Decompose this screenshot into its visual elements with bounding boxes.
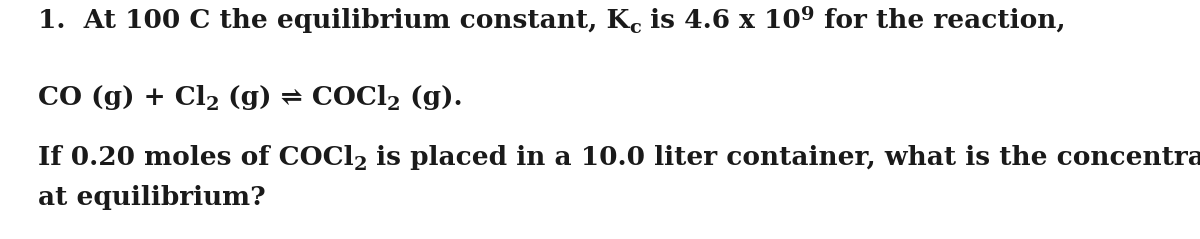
- Text: is placed in a 10.0 liter container, what is the concentration of all species: is placed in a 10.0 liter container, wha…: [367, 145, 1200, 170]
- Text: for the reaction,: for the reaction,: [815, 8, 1066, 33]
- Text: 9: 9: [802, 6, 815, 24]
- Text: 2: 2: [388, 96, 401, 114]
- Text: (g).: (g).: [401, 85, 462, 110]
- Text: If 0.20 moles of COCl: If 0.20 moles of COCl: [38, 145, 354, 170]
- Text: is 4.6 x 10: is 4.6 x 10: [641, 8, 802, 33]
- Text: CO (g) + Cl: CO (g) + Cl: [38, 85, 205, 110]
- Text: (g) ⇌ COCl: (g) ⇌ COCl: [220, 85, 388, 110]
- Text: 1.  At 100 C the equilibrium constant, K: 1. At 100 C the equilibrium constant, K: [38, 8, 630, 33]
- Text: c: c: [630, 19, 641, 37]
- Text: 2: 2: [354, 156, 367, 174]
- Text: at equilibrium?: at equilibrium?: [38, 185, 265, 210]
- Text: 2: 2: [205, 96, 220, 114]
